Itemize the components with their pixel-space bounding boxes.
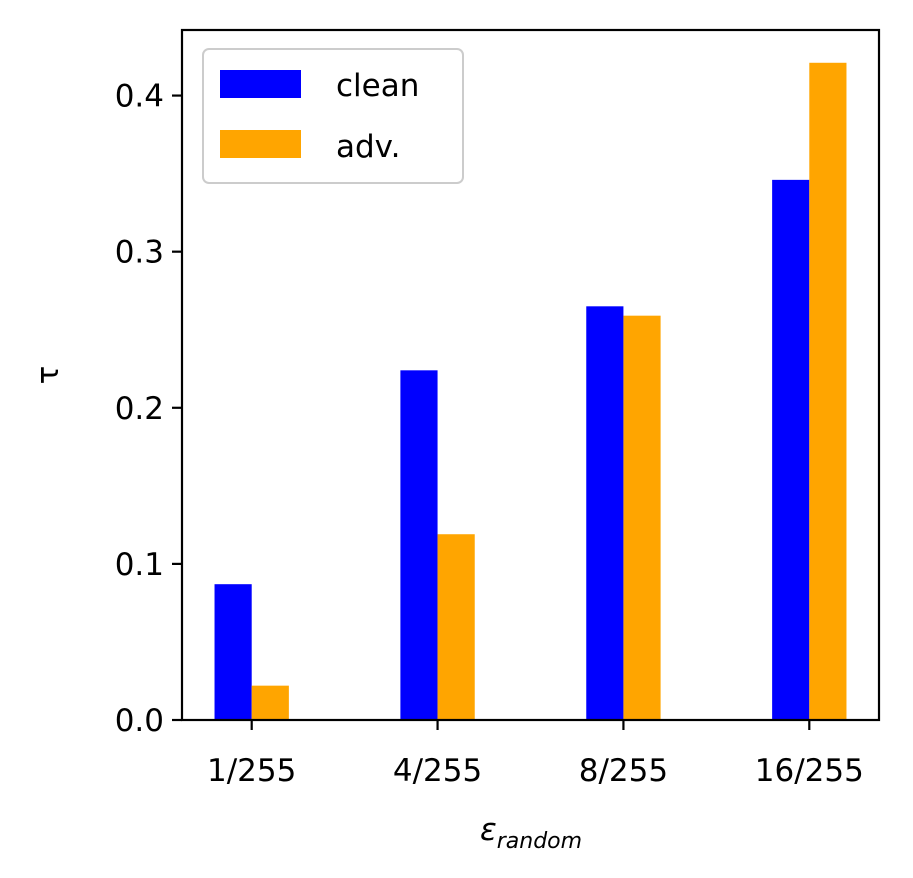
y-tick-label-0: 0.0 — [115, 703, 164, 739]
y-axis-label: τ — [30, 366, 66, 385]
x-tick-label-3: 16/255 — [755, 753, 864, 789]
y-tick-label-2: 0.2 — [115, 391, 164, 427]
bars-layer — [214, 62, 847, 721]
bar-adv-4 — [809, 62, 847, 720]
legend-label-clean: clean — [336, 68, 419, 104]
legend: clean adv. — [202, 48, 464, 184]
bar-clean-3 — [586, 306, 624, 720]
x-tick-label-2: 8/255 — [579, 753, 668, 789]
legend-swatch-adv — [220, 130, 301, 158]
legend-frame — [202, 48, 464, 184]
legend-label-adv: adv. — [336, 129, 400, 165]
x-axis-ticks: 1/255 4/255 8/255 16/255 — [207, 720, 864, 789]
x-axis-label-subscript: random — [497, 829, 582, 854]
y-tick-label-4: 0.4 — [115, 79, 164, 115]
bar-adv-2 — [437, 534, 475, 720]
bar-adv-1 — [251, 685, 289, 720]
legend-swatch-clean — [220, 70, 301, 98]
y-axis-ticks: 0.0 0.1 0.2 0.3 0.4 — [115, 79, 182, 739]
x-tick-label-1: 4/255 — [393, 753, 482, 789]
y-tick-label-1: 0.1 — [115, 547, 164, 583]
plot-frame — [180, 28, 881, 722]
x-axis-label: εrandom — [480, 812, 582, 854]
y-tick-label-3: 0.3 — [115, 235, 164, 271]
bar-adv-3 — [623, 315, 661, 720]
bar-clean-2 — [400, 370, 438, 720]
x-tick-label-0: 1/255 — [207, 753, 296, 789]
bar-clean-1 — [214, 584, 252, 720]
bar-clean-4 — [772, 179, 810, 721]
x-axis-label-symbol: ε — [480, 812, 497, 848]
